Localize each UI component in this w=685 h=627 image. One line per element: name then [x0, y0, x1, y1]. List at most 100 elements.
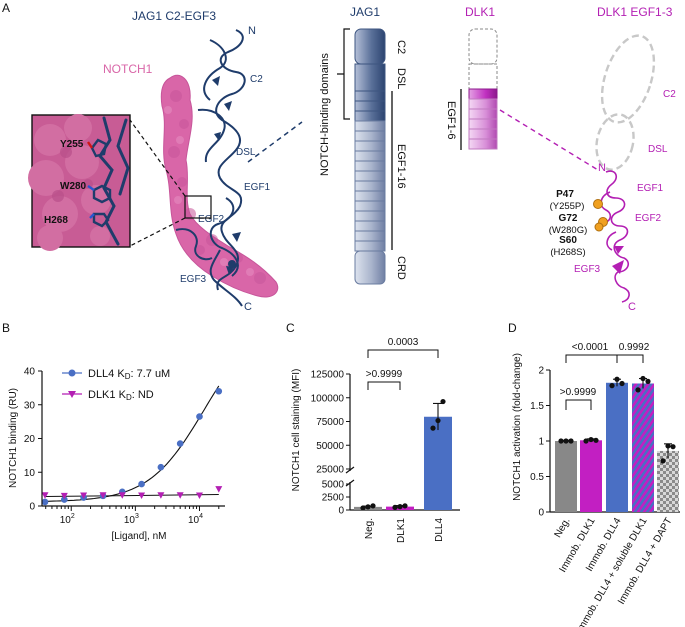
chart-d-datapoint — [588, 436, 594, 443]
chart-b-dlk1-point — [60, 492, 68, 500]
residue-p47-equiv: (Y255P) — [550, 201, 585, 212]
chart-c-ytick-label: 50000 — [316, 441, 344, 452]
chart-d-ytick-label: 0 — [538, 508, 544, 519]
jag1-domain-c2: C2 — [250, 74, 263, 85]
chart-b-dlk1-point — [138, 492, 146, 500]
jag1-domain-dsl: DSL — [236, 147, 256, 158]
chart-c-datapoint — [440, 398, 446, 405]
chart-b-ylabel: NOTCH1 binding (RU) — [8, 388, 19, 488]
chart-c-ytick-label: 5000 — [322, 480, 345, 491]
chart-b-dll4-point — [138, 480, 145, 488]
jag1-domain-egf3: EGF3 — [180, 274, 207, 285]
chart-d-datapoint — [619, 380, 625, 387]
chart-c-ylabel: NOTCH1 cell staining (MFI) — [291, 369, 302, 492]
chart-d-pvalue: >0.9999 — [560, 387, 597, 398]
dlk1-schematic: DLK1 EGF1-6 — [445, 5, 599, 171]
chart-d-datapoint — [583, 438, 589, 444]
chart-d-datapoint — [670, 444, 676, 450]
chart-d-datapoint — [558, 438, 564, 444]
chart-b-dll4-point — [215, 387, 223, 395]
jag1-schematic-title: JAG1 — [350, 5, 380, 19]
inset-residue-y255: Y255 — [60, 139, 84, 150]
chart-d-bar — [632, 383, 654, 512]
dlk1-model-egf1: EGF1 — [637, 183, 664, 194]
chart-d-datapoint — [614, 376, 620, 382]
chart-c-datapoint — [365, 504, 371, 510]
residue-s60-equiv: (H268S) — [550, 247, 585, 258]
chart-b-dll4-point — [61, 496, 68, 503]
chart-c-axis-break — [345, 466, 355, 474]
chart-d-bar — [606, 382, 628, 512]
dlk1-model-c2: C2 — [663, 89, 676, 100]
dlk1-model-egf3: EGF3 — [574, 264, 601, 275]
chart-d-ytick-label: 1 — [538, 437, 544, 448]
panel-letter-a: A — [2, 1, 10, 15]
chart-b-dlk1-point — [118, 492, 126, 499]
chart-d-datapoint — [665, 443, 671, 449]
panel-letter-d: D — [508, 321, 517, 335]
dlk1-model-dsl: DSL — [648, 144, 668, 155]
panel-letter-c: C — [286, 321, 295, 335]
chart-b-xtick-label: 103 — [124, 513, 139, 526]
notch1-label: NOTCH1 — [103, 62, 153, 76]
chart-c-pvalue: >0.9999 — [366, 369, 403, 380]
chart-d-ytick-label: 2 — [538, 366, 544, 377]
jag1-calcium-ion — [228, 260, 236, 268]
chart-d-bar — [657, 450, 679, 512]
chart-c-datapoint — [402, 503, 408, 509]
legend-dlk1-kd-value: : ND — [132, 389, 154, 401]
chart-c-datapoint — [370, 503, 376, 509]
chart-b-plot: 0 10 20 30 40 102 103 104 — [24, 367, 223, 526]
chart-d-datapoint — [593, 437, 599, 443]
chart-b-ytick-label: 0 — [29, 502, 35, 513]
chart-d-xtick-label: Neg. — [553, 516, 573, 540]
zoom-box — [184, 195, 212, 219]
chart-b-dlk1-point — [176, 492, 184, 499]
chart-b-dll4-point — [176, 440, 184, 447]
chart-b-dll4-point — [41, 498, 49, 506]
chart-c-datapoint — [435, 417, 441, 424]
chart-c-axis-break — [345, 479, 355, 487]
chart-d-bracket — [565, 354, 618, 363]
panel-letter-b: B — [2, 321, 10, 335]
chart-d-bracket — [616, 354, 644, 363]
jag1-c-term: C — [244, 301, 252, 313]
chart-c-ytick-label: 75000 — [316, 417, 344, 428]
chart-c-bracket — [367, 381, 401, 390]
dlk1-res-p47 — [593, 199, 603, 209]
dlk1-model-c: C — [628, 301, 636, 313]
chart-d-pvalue: 0.9992 — [619, 342, 650, 353]
panel-b: B 0 10 20 30 40 102 103 104 NOTCH1 binding (RU)… — [2, 321, 225, 542]
chart-b-dlk1-point — [99, 492, 107, 499]
chart-c-plot: 0 2500 5000 25000 50000 75000 100000 125000 Neg.… — [311, 337, 460, 543]
schematic-domain-c2: C2 — [395, 40, 407, 54]
jag1-schematic: JAG1 NOTCH-binding domains C2 DSL — [319, 5, 407, 285]
chart-d-datapoint — [645, 378, 651, 384]
legend-dlk1-kd: K — [119, 389, 127, 401]
chart-c-bracket — [367, 349, 439, 358]
chart-d-datapoint — [563, 438, 569, 444]
schematic-domain-dsl: DSL — [395, 68, 407, 89]
chart-d-datapoint — [609, 383, 615, 389]
legend-dll4-kd-value: : 7.7 uM — [130, 368, 170, 380]
chart-d-datapoint — [568, 438, 574, 444]
chart-c-datapoint — [392, 504, 398, 510]
chart-c-ytick-label: 100000 — [311, 393, 345, 404]
legend-dlk1-name: DLK1 — [88, 389, 116, 401]
chart-c-xtick-label: DLL4 — [434, 518, 445, 542]
dlk1-model-egf2: EGF2 — [635, 213, 662, 224]
chart-b-dlk1-point — [195, 492, 203, 500]
chart-d-ylabel: NOTCH1 activation (fold-change) — [512, 353, 523, 501]
jag1-ribbon — [175, 29, 246, 307]
svg-text:DLK1 KD: ND: DLK1 KD: ND — [88, 389, 154, 402]
dlk1-model: DLK1 EGF1-3 C2 DSL N EGF1 EGF2 EGF3 C P4… — [549, 5, 676, 313]
chart-c-ytick-label: 2500 — [322, 493, 345, 504]
chart-d-ytick-label: 0.5 — [530, 472, 544, 483]
legend-dlk1-kd-sub: D — [126, 393, 132, 402]
chart-b-legend: DLL4 KD: 7.7 uM DLK1 KD: ND — [62, 368, 170, 402]
chart-c-bar — [424, 416, 452, 510]
chart-b-dll4-fit — [45, 385, 220, 502]
chart-c-ytick-label: 125000 — [311, 370, 345, 381]
residue-p47: P47 — [556, 189, 574, 200]
